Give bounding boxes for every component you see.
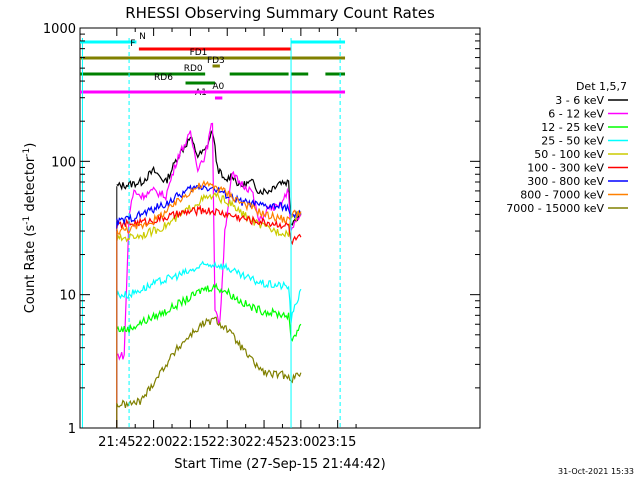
timestamp: 31-Oct-2021 15:33 — [558, 467, 634, 476]
x-tick-label: 22:00 — [135, 435, 172, 450]
flag-label-fd3: FD3 — [207, 56, 225, 66]
series-line-2 — [116, 282, 302, 342]
series-layer — [116, 122, 302, 428]
legend-title: Det 1,5,7 — [576, 80, 627, 93]
legend-label-5: 100 - 300 keV — [527, 162, 604, 175]
flags-layer: NFFD1FD3RD0RD6A1A0 — [80, 32, 346, 100]
x-tick-label: 22:15 — [172, 435, 209, 450]
y-tick-label: 10 — [59, 289, 76, 304]
legend-label-1: 6 - 12 keV — [548, 108, 604, 121]
legend-label-3: 25 - 50 keV — [541, 135, 604, 148]
series-line-4 — [116, 191, 302, 243]
y-tick-label: 100 — [51, 155, 76, 170]
flag-label-fd1: FD1 — [190, 48, 208, 58]
flag-label-rd6: RD6 — [154, 73, 173, 83]
y-tick-label: 1000 — [43, 22, 76, 37]
flag-label-a0: A0 — [212, 82, 224, 92]
x-axis-label: Start Time (27-Sep-15 21:44:42) — [174, 457, 385, 472]
x-tick-label: 22:30 — [209, 435, 246, 450]
series-line-1 — [116, 122, 302, 361]
series-line-3 — [116, 260, 302, 324]
flag-label-n: N — [139, 32, 146, 42]
x-tick-label: 22:45 — [245, 435, 282, 450]
legend-label-8: 7000 - 15000 keV — [506, 202, 604, 215]
plot-frame — [79, 27, 481, 429]
legend-label-4: 50 - 100 keV — [534, 148, 604, 161]
series-line-8 — [116, 316, 302, 409]
flag-label-f: F — [130, 39, 135, 49]
x-tick-label: 23:00 — [282, 435, 319, 450]
flag-label-rd0: RD0 — [184, 64, 203, 74]
series-line-7 — [116, 179, 302, 236]
y-tick-label: 1 — [68, 422, 76, 437]
x-tick-label: 21:45 — [98, 435, 135, 450]
vline-layer — [81, 38, 341, 428]
chart-title: RHESSI Observing Summary Count Rates — [125, 4, 435, 22]
series-line-6 — [116, 184, 302, 226]
legend-label-2: 12 - 25 keV — [541, 121, 604, 134]
legend-label-7: 800 - 7000 keV — [520, 189, 604, 202]
legend-label-6: 300 - 800 keV — [527, 175, 604, 188]
legend-label-0: 3 - 6 keV — [555, 94, 604, 107]
axis-layer: 21:45 22:00 22:15 22:30 22:45 23:00 23:15 1 10 10… — [43, 22, 480, 450]
x-tick-label: 23:15 — [319, 435, 356, 450]
y-axis-label: Count Rate (s-1 detector-1) — [22, 143, 38, 314]
